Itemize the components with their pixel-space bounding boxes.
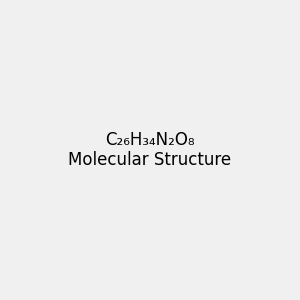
Text: C₂₆H₃₄N₂O₈
Molecular Structure: C₂₆H₃₄N₂O₈ Molecular Structure xyxy=(68,130,232,170)
